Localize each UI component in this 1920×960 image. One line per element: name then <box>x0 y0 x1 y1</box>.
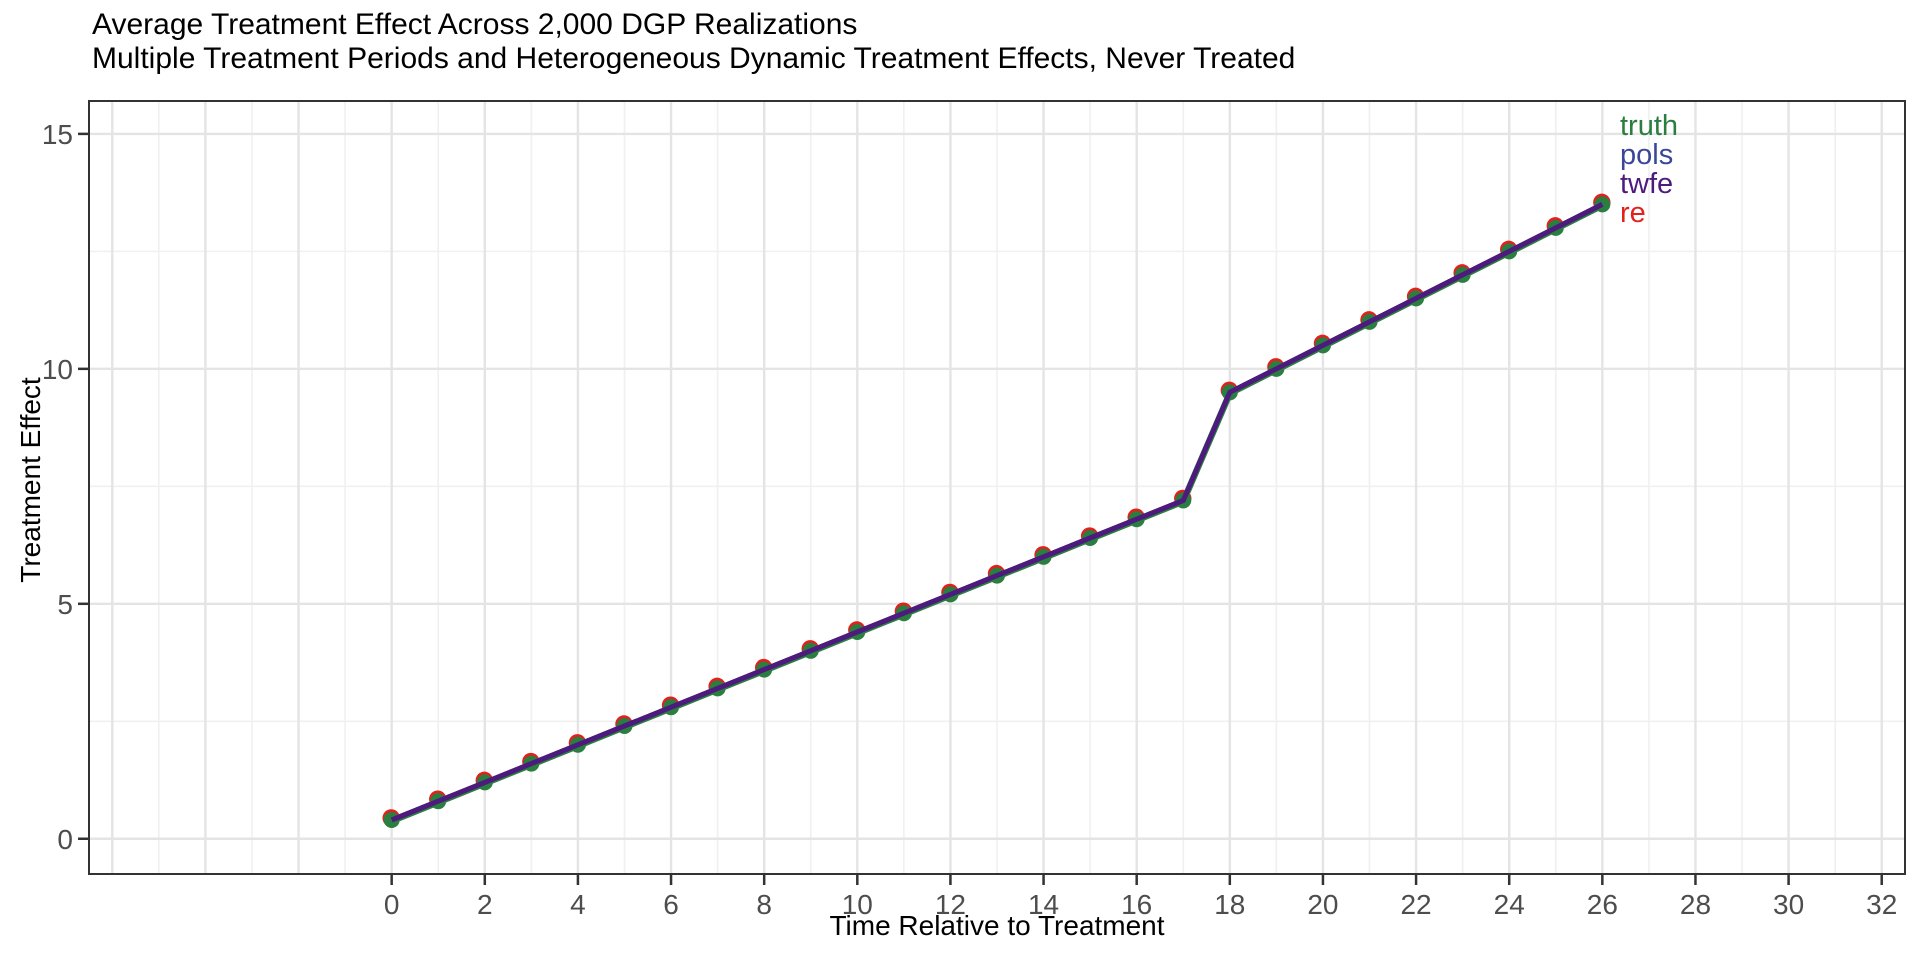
legend-label-pols: pols <box>1620 139 1674 171</box>
x-tick-label: 26 <box>1587 889 1618 920</box>
legend-label-re: re <box>1620 197 1646 229</box>
x-tick-label: 32 <box>1866 889 1897 920</box>
x-tick-label: 16 <box>1121 889 1152 920</box>
x-axis-title: Time Relative to Treatment <box>829 910 1165 941</box>
series-line-twfe <box>390 202 1604 823</box>
chart-title: Average Treatment Effect Across 2,000 DG… <box>92 8 858 41</box>
legend-label-twfe: twfe <box>1620 168 1674 200</box>
x-tick-label: 30 <box>1773 889 1804 920</box>
legend-label-truth: truth <box>1620 110 1679 142</box>
chart-subtitle: Multiple Treatment Periods and Heterogen… <box>92 42 1296 75</box>
y-tick-label: 15 <box>42 119 73 150</box>
x-tick-label: 10 <box>842 889 873 920</box>
x-tick-label: 14 <box>1028 889 1059 920</box>
y-tick-label: 0 <box>57 824 73 855</box>
x-tick-label: 28 <box>1680 889 1711 920</box>
x-tick-label: 24 <box>1494 889 1525 920</box>
x-tick-label: 12 <box>935 889 966 920</box>
x-tick-label: 0 <box>384 889 400 920</box>
y-axis-title: Treatment Effect <box>15 377 46 583</box>
x-tick-label: 18 <box>1214 889 1245 920</box>
x-tick-label: 20 <box>1307 889 1338 920</box>
x-tick-label: 22 <box>1400 889 1431 920</box>
y-tick-label: 5 <box>57 589 73 620</box>
x-tick-label: 6 <box>663 889 679 920</box>
x-tick-label: 4 <box>570 889 586 920</box>
x-tick-label: 8 <box>756 889 772 920</box>
legend: truth pols twfe re <box>1620 112 1678 228</box>
x-tick-label: 2 <box>477 889 493 920</box>
panel-border <box>88 100 1906 875</box>
y-tick-label: 10 <box>42 354 73 385</box>
